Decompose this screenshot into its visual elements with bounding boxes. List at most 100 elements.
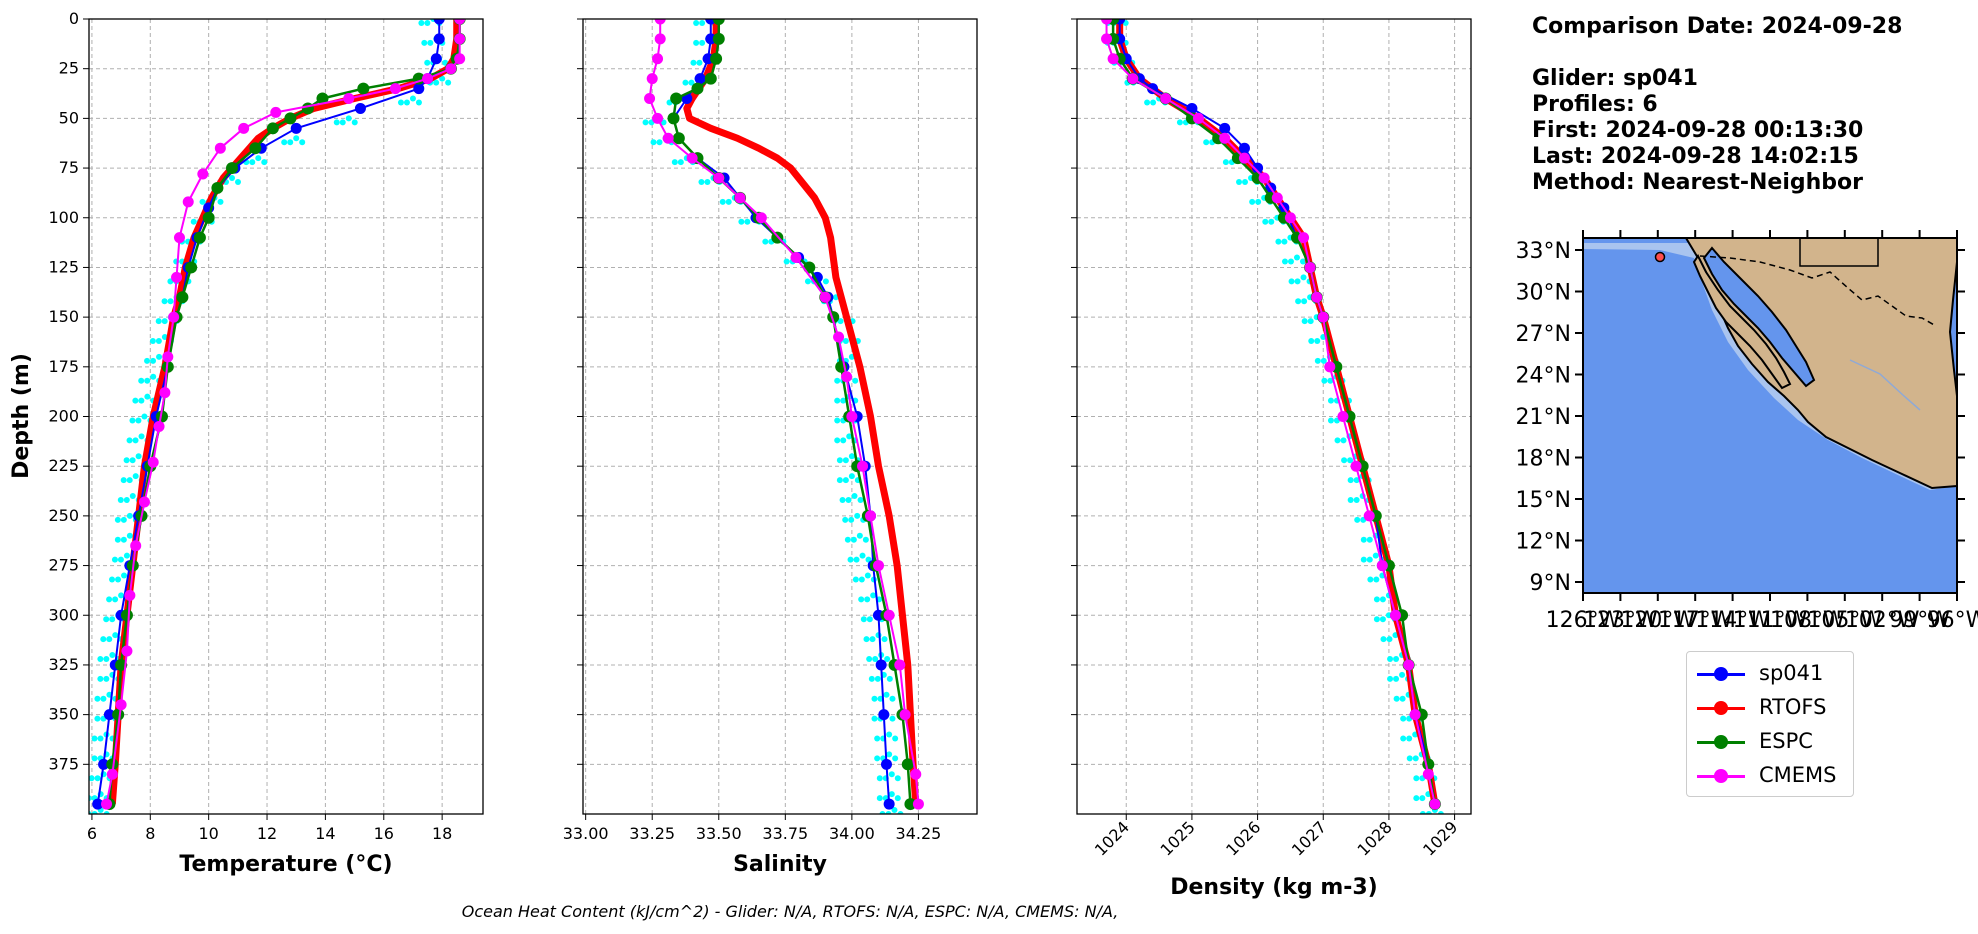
glider-raw-point	[1293, 254, 1300, 261]
glider-raw-point	[1360, 536, 1367, 543]
glider-raw-point	[1413, 775, 1420, 782]
series-group	[642, 19, 924, 814]
glider-raw-point	[857, 497, 864, 503]
glider-raw-point	[1393, 656, 1400, 662]
glider-raw-point	[836, 457, 843, 464]
point-espc	[710, 52, 723, 65]
point-sp041	[878, 709, 890, 721]
point-espc	[667, 112, 680, 125]
point-cmems	[644, 93, 656, 104]
point-cmems	[343, 93, 355, 104]
glider-raw-point	[889, 695, 896, 702]
point-espc	[357, 82, 370, 95]
glider-raw-point	[415, 99, 422, 106]
glider-raw-point	[150, 373, 157, 380]
glider-raw-point	[1360, 556, 1367, 563]
glider-raw-point	[738, 218, 745, 225]
point-cmems	[662, 132, 674, 144]
point-cmems	[1317, 311, 1329, 323]
glider-raw-point	[1373, 616, 1380, 623]
point-espc	[901, 758, 914, 771]
point-sp041	[290, 122, 302, 134]
glider-raw-point	[1299, 258, 1306, 265]
glider-raw-point	[871, 695, 878, 702]
glider-raw-point	[1294, 278, 1301, 285]
glider-raw-point	[161, 298, 168, 305]
map-us-border	[1799, 238, 1879, 267]
glider-raw-point	[161, 318, 168, 325]
y-tick-label: 125	[48, 257, 79, 276]
glider-raw-point	[261, 159, 268, 166]
glider-raw-point	[97, 656, 104, 662]
glider-raw-point	[1320, 357, 1327, 364]
legend-marker-cmems	[1714, 769, 1728, 783]
glider-raw-point	[894, 795, 901, 802]
map-lon-label: 114°W	[1695, 608, 1770, 633]
point-espc	[266, 122, 279, 135]
point-cmems	[454, 33, 466, 45]
glider-raw-point	[874, 675, 881, 682]
glider-raw-point	[249, 159, 256, 166]
point-espc	[155, 410, 168, 423]
map-lon-label: 120°W	[1620, 608, 1695, 633]
glider-raw-point	[693, 39, 700, 46]
glider-raw-point	[1222, 159, 1229, 166]
ohc-footer: Ocean Heat Content (kJ/cm^2) - Glider: N…	[461, 902, 1119, 921]
glider-raw-point	[852, 576, 859, 583]
glider-raw-point	[1353, 477, 1360, 484]
map-baja-peninsula	[1692, 254, 1792, 390]
point-sp041	[883, 798, 895, 810]
legend: sp041 RTOFS ESPC CMEMS	[1686, 651, 1854, 797]
glider-raw-point	[693, 20, 700, 26]
glider-raw-point	[1400, 735, 1407, 742]
glider-raw-point	[837, 318, 844, 325]
glider-raw-point	[255, 155, 262, 162]
glider-raw-point	[834, 377, 841, 384]
glider-raw-point	[842, 516, 849, 523]
glider-raw-point	[1393, 695, 1400, 702]
point-sp041	[354, 102, 366, 114]
map-lat-label: 15°N	[1516, 488, 1571, 513]
glider-raw-point	[1236, 179, 1243, 185]
glider-raw-point	[144, 393, 151, 400]
glider-raw-point	[804, 278, 811, 285]
glider-raw-point	[858, 596, 865, 603]
glider-raw-point	[100, 695, 107, 702]
point-cmems	[389, 83, 401, 95]
glider-raw-point	[117, 497, 124, 503]
point-espc	[712, 32, 725, 45]
y-tick-label: 0	[69, 9, 79, 28]
point-cmems	[182, 196, 194, 208]
glider-raw-point	[217, 198, 224, 205]
y-tick-label: 325	[48, 655, 79, 674]
legend-marker-sp041	[1714, 667, 1728, 681]
glider-raw-point	[156, 353, 163, 360]
legend-label-rtofs: RTOFS	[1759, 695, 1827, 719]
glider-raw-point	[1314, 338, 1321, 344]
glider-raw-point	[445, 79, 452, 86]
glider-raw-point	[1268, 218, 1275, 225]
point-espc	[112, 708, 125, 721]
x-tick-label: 6	[87, 824, 97, 843]
map-lon-label: 96°W	[1927, 608, 1978, 633]
point-cmems	[1376, 560, 1388, 572]
point-sp041	[433, 33, 445, 45]
glider-raw-point	[1307, 318, 1314, 325]
map-lon-label: 123°W	[1583, 608, 1658, 633]
glider-raw-point	[894, 775, 901, 782]
glider-raw-point	[123, 457, 130, 464]
glider-raw-point	[886, 675, 893, 682]
glider-raw-point	[190, 218, 197, 225]
point-cmems	[454, 53, 466, 65]
info-panel: Comparison Date: 2024-09-28 Glider: sp04…	[1532, 14, 1902, 196]
point-cmems	[1403, 659, 1415, 671]
point-cmems	[168, 311, 180, 323]
x-tick-label: 14	[315, 824, 335, 843]
series-line-rtofs	[683, 19, 920, 805]
glider-raw-point	[120, 516, 127, 523]
glider-raw-point	[91, 755, 98, 762]
glider-raw-point	[853, 556, 860, 563]
point-cmems	[1337, 411, 1349, 422]
point-cmems	[654, 19, 666, 25]
